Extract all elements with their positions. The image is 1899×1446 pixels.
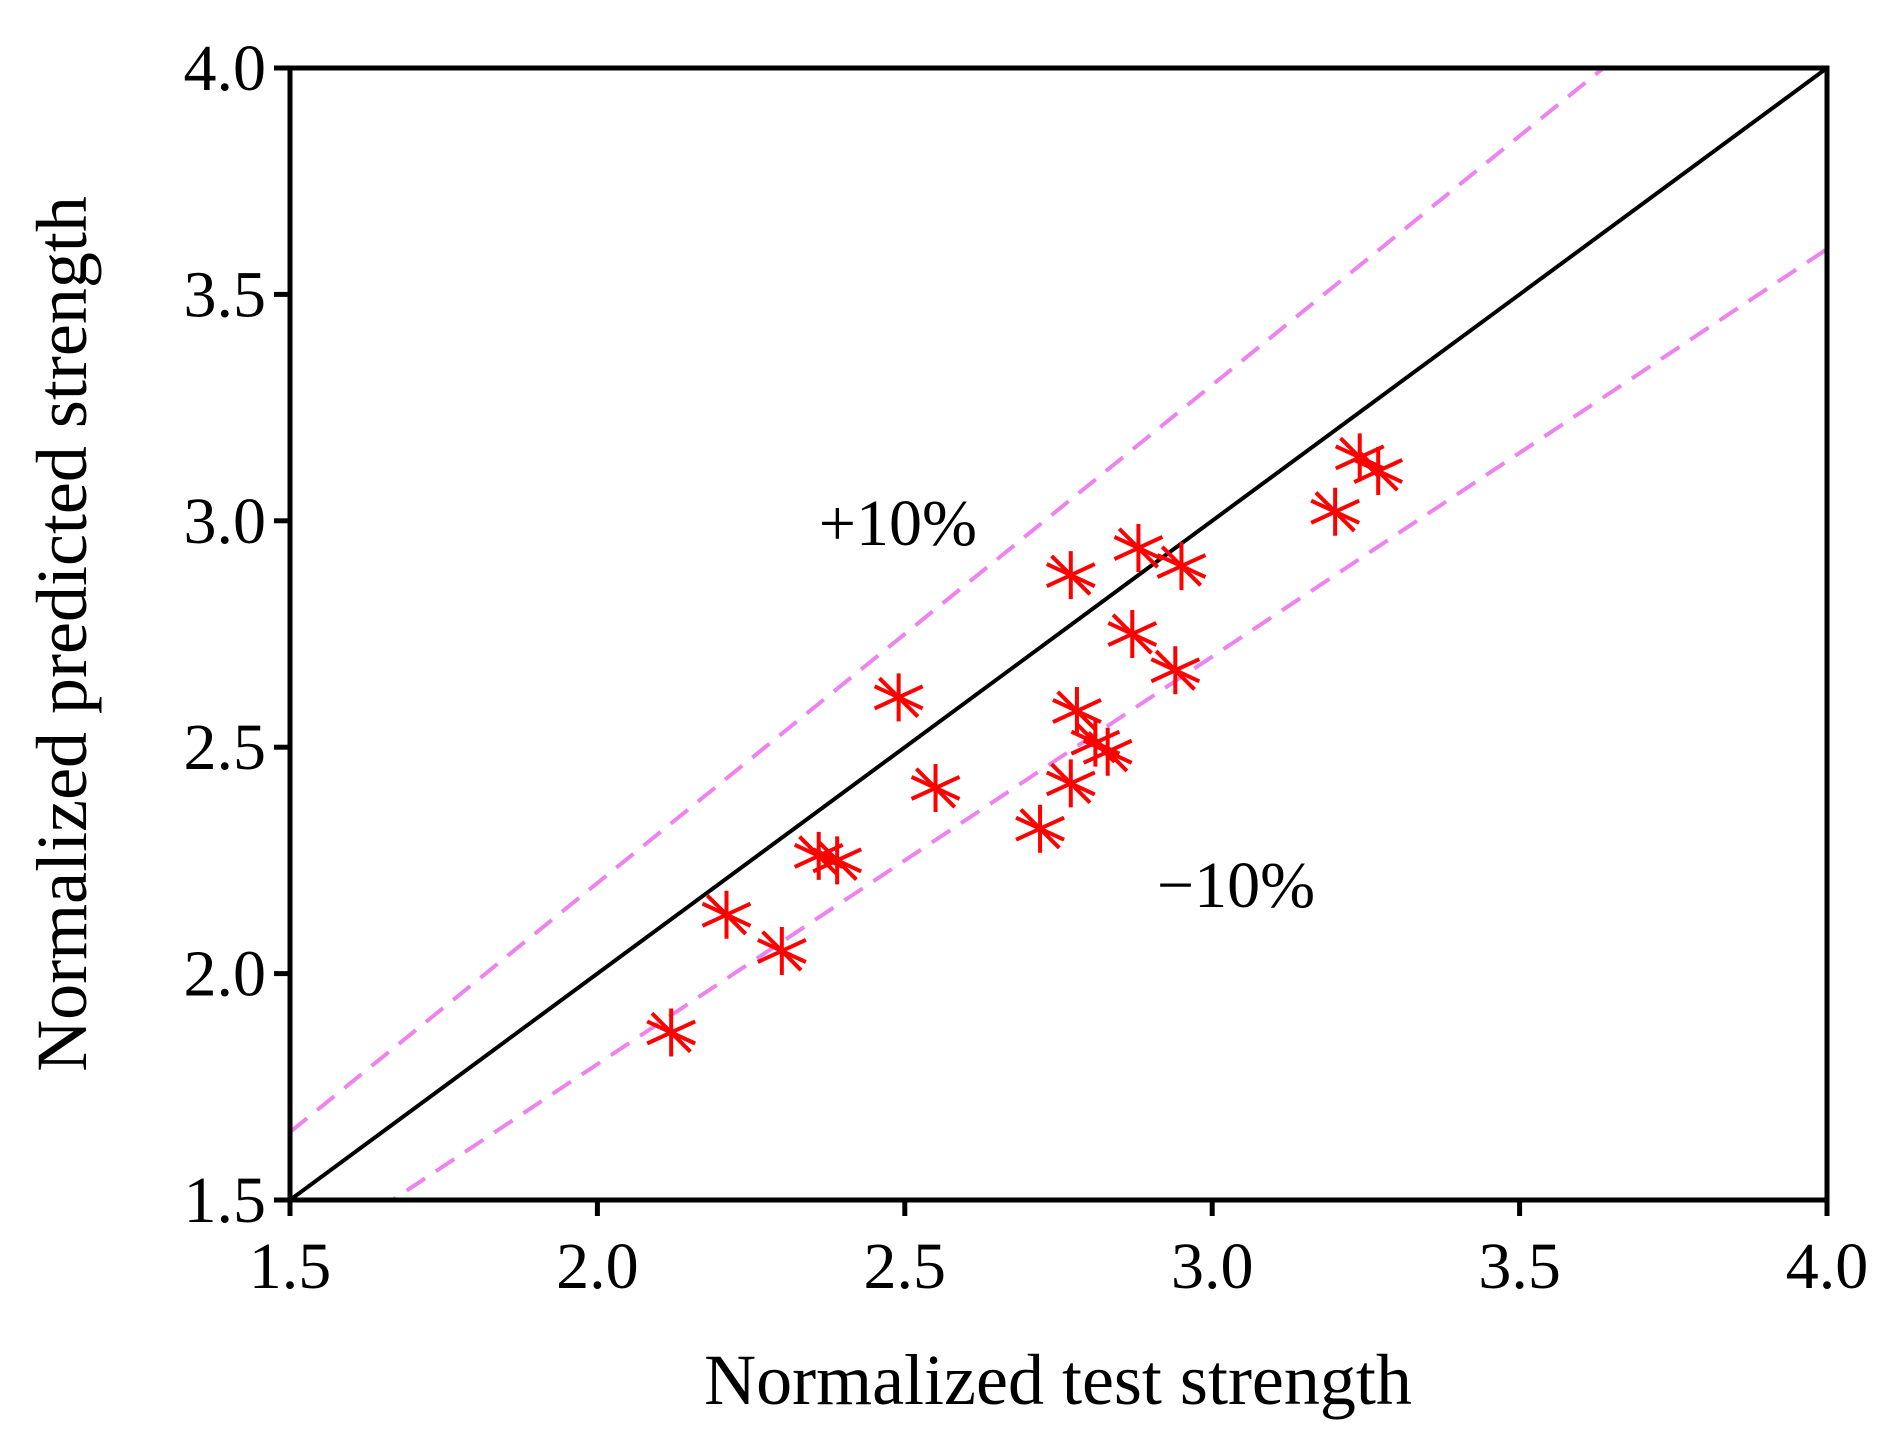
data-point: [873, 673, 924, 722]
y-axis-ticks: 1.5 2.0 2.5 3.0 3.5 4.0: [184, 32, 290, 1237]
reference-line-one-to-one: [290, 68, 1827, 1200]
reference-line-minus-10: [388, 247, 1827, 1200]
data-point: [1150, 646, 1201, 695]
x-tick-label: 2.5: [864, 1230, 947, 1303]
data-point: [812, 836, 863, 885]
x-axis-title: Normalized test strength: [704, 1340, 1412, 1420]
data-point: [1107, 610, 1158, 658]
x-axis-ticks: 1.5 2.0 2.5 3.0 3.5 4.0: [249, 1200, 1869, 1303]
plot-frame: [287, 65, 1830, 1203]
x-tick-label: 3.0: [1171, 1230, 1254, 1303]
data-point: [1353, 446, 1404, 495]
y-tick-label: 2.5: [184, 711, 267, 784]
data-points: [646, 433, 1404, 1057]
data-point: [1156, 542, 1207, 591]
data-point: [646, 1008, 697, 1057]
data-point: [1334, 433, 1385, 482]
y-tick-label: 4.0: [184, 32, 267, 105]
reference-lines: [290, 68, 1827, 1200]
x-tick-label: 1.5: [249, 1230, 332, 1303]
data-point: [1045, 759, 1096, 808]
y-tick-label: 2.0: [184, 938, 267, 1011]
annotation-minus-10: −10%: [1157, 849, 1315, 922]
data-point: [701, 890, 752, 939]
x-tick-label: 3.5: [1478, 1230, 1561, 1303]
y-tick-label: 3.5: [184, 258, 267, 331]
data-point: [1082, 727, 1133, 776]
y-axis-title: Normalized predicted strength: [22, 196, 102, 1072]
reference-line-plus-10: [290, 68, 1607, 1134]
y-tick-label: 1.5: [184, 1164, 267, 1237]
data-point: [1045, 551, 1096, 600]
data-point: [910, 763, 961, 812]
data-point: [757, 926, 807, 975]
x-tick-label: 2.0: [556, 1230, 639, 1303]
data-point: [1015, 804, 1065, 853]
data-point: [1113, 523, 1164, 572]
annotation-plus-10: +10%: [819, 487, 977, 560]
x-tick-label: 4.0: [1786, 1230, 1869, 1303]
y-tick-label: 3.0: [184, 485, 267, 558]
data-point: [1310, 487, 1360, 536]
